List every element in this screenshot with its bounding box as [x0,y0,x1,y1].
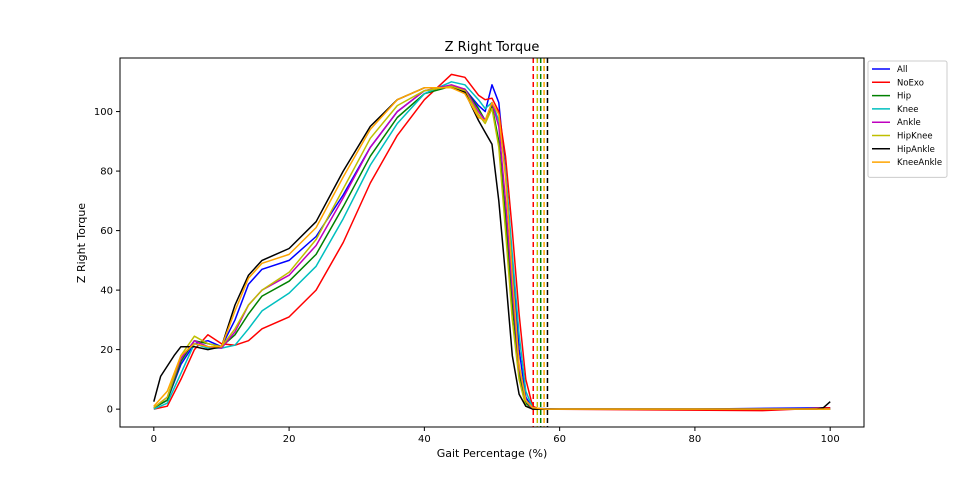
legend-label: HipAnkle [897,145,935,155]
y-tick-label: 80 [100,167,113,178]
x-tick-label: 60 [553,434,566,445]
x-tick-label: 0 [151,434,157,445]
y-axis-label: Z Right Torque [75,203,88,283]
legend-label: NoExo [897,78,924,88]
series-line-kneeankle [153,87,831,410]
series-line-knee [153,81,831,410]
y-tick-label: 40 [100,286,113,297]
legend: AllNoExoHipKneeAnkleHipKneeHipAnkleKneeA… [867,60,948,178]
x-tick-label: 80 [689,434,702,445]
chart-title: Z Right Torque [445,40,540,55]
y-axis-ticks: 0 20 40 60 80 100 [94,107,120,416]
legend-label: Ankle [897,118,921,128]
plot-area [153,58,831,427]
series-line-hip [153,85,831,410]
legend-label: Hip [897,92,911,102]
y-tick-label: 20 [100,345,113,356]
legend-label: KneeAnkle [897,158,942,168]
series-line-hipknee [153,85,831,410]
legend-label: Knee [897,105,918,115]
series-line-noexo [153,73,831,412]
y-tick-label: 0 [107,405,113,416]
y-tick-label: 60 [100,226,113,237]
series-line-hipankle [153,87,831,410]
series-line-ankle [153,84,831,410]
series-line-all [153,84,831,410]
x-axis-label: Gait Percentage (%) [437,447,548,460]
plot-frame [119,57,865,428]
x-tick-label: 20 [283,434,296,445]
legend-label: HipKnee [897,132,933,142]
legend-label: All [897,65,908,75]
x-tick-label: 100 [821,434,840,445]
x-axis-ticks: 0 20 40 60 80 100 [151,427,840,445]
x-tick-label: 40 [418,434,431,445]
y-tick-label: 100 [94,107,113,118]
